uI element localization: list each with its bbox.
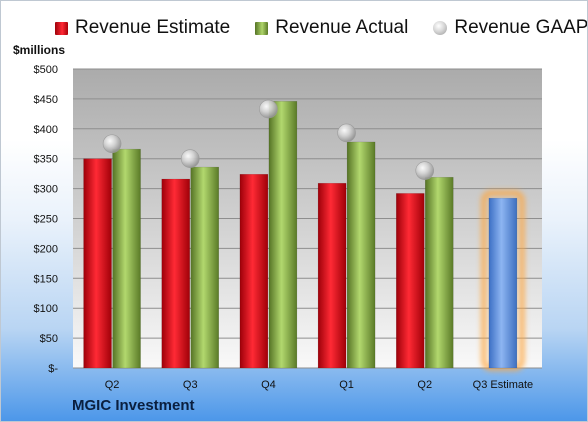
bar-revenue-actual <box>346 141 376 369</box>
y-tick-label: $150 <box>34 273 58 285</box>
legend-item-revenue-estimate: Revenue Estimate <box>55 17 230 39</box>
x-tick-label: Q3 <box>183 379 198 391</box>
bar-revenue-estimate <box>239 173 269 369</box>
y-tick-label: $450 <box>34 94 58 106</box>
marker-revenue-gaap <box>259 99 278 119</box>
y-tick-label: $300 <box>34 184 58 196</box>
y-tick-label: $100 <box>34 303 58 315</box>
marker-revenue-gaap <box>337 123 356 143</box>
y-tick-label: $350 <box>34 154 58 166</box>
legend-label-revenue-actual: Revenue Actual <box>275 17 409 38</box>
bar-revenue-estimate <box>161 178 190 369</box>
bar-revenue-estimate <box>317 182 347 369</box>
y-tick-label: $250 <box>34 214 58 226</box>
y-tick-label: $400 <box>34 124 58 136</box>
marker-revenue-gaap <box>415 161 435 180</box>
company-name: MGIC Investment <box>72 397 195 414</box>
y-tick-label: $200 <box>34 243 58 255</box>
legend-swatch-revenue-actual <box>255 21 269 35</box>
bar-revenue-estimate <box>83 158 112 369</box>
legend-item-revenue-gaap: Revenue GAAP <box>433 17 588 39</box>
legend: Revenue Estimate Revenue Actual Revenue … <box>55 17 588 39</box>
x-tick-label: Q2 <box>417 379 432 391</box>
legend-swatch-revenue-estimate <box>55 21 68 35</box>
x-tick-label: Q1 <box>339 379 354 391</box>
y-tick-label: $500 <box>34 64 58 76</box>
bar-revenue-estimate <box>396 193 425 369</box>
bar-q3-estimate <box>488 197 518 369</box>
y-axis-unit-label: $millions <box>13 43 66 57</box>
legend-item-revenue-actual: Revenue Actual <box>255 17 408 39</box>
x-tick-label: Q2 <box>105 379 120 391</box>
marker-revenue-gaap <box>180 149 200 168</box>
bar-revenue-actual <box>268 101 298 369</box>
marker-revenue-gaap <box>102 134 122 154</box>
legend-label-revenue-estimate: Revenue Estimate <box>75 17 231 38</box>
legend-label-revenue-gaap: Revenue GAAP <box>454 17 588 38</box>
legend-swatch-revenue-gaap <box>433 21 448 35</box>
x-tick-label: Q4 <box>261 379 276 391</box>
y-tick-label: $- <box>48 363 58 375</box>
y-tick-label: $50 <box>40 333 58 345</box>
bar-revenue-actual <box>425 176 454 369</box>
x-tick-label: Q3 Estimate <box>473 379 534 391</box>
bar-revenue-actual <box>112 148 141 369</box>
bar-revenue-actual <box>190 166 219 369</box>
